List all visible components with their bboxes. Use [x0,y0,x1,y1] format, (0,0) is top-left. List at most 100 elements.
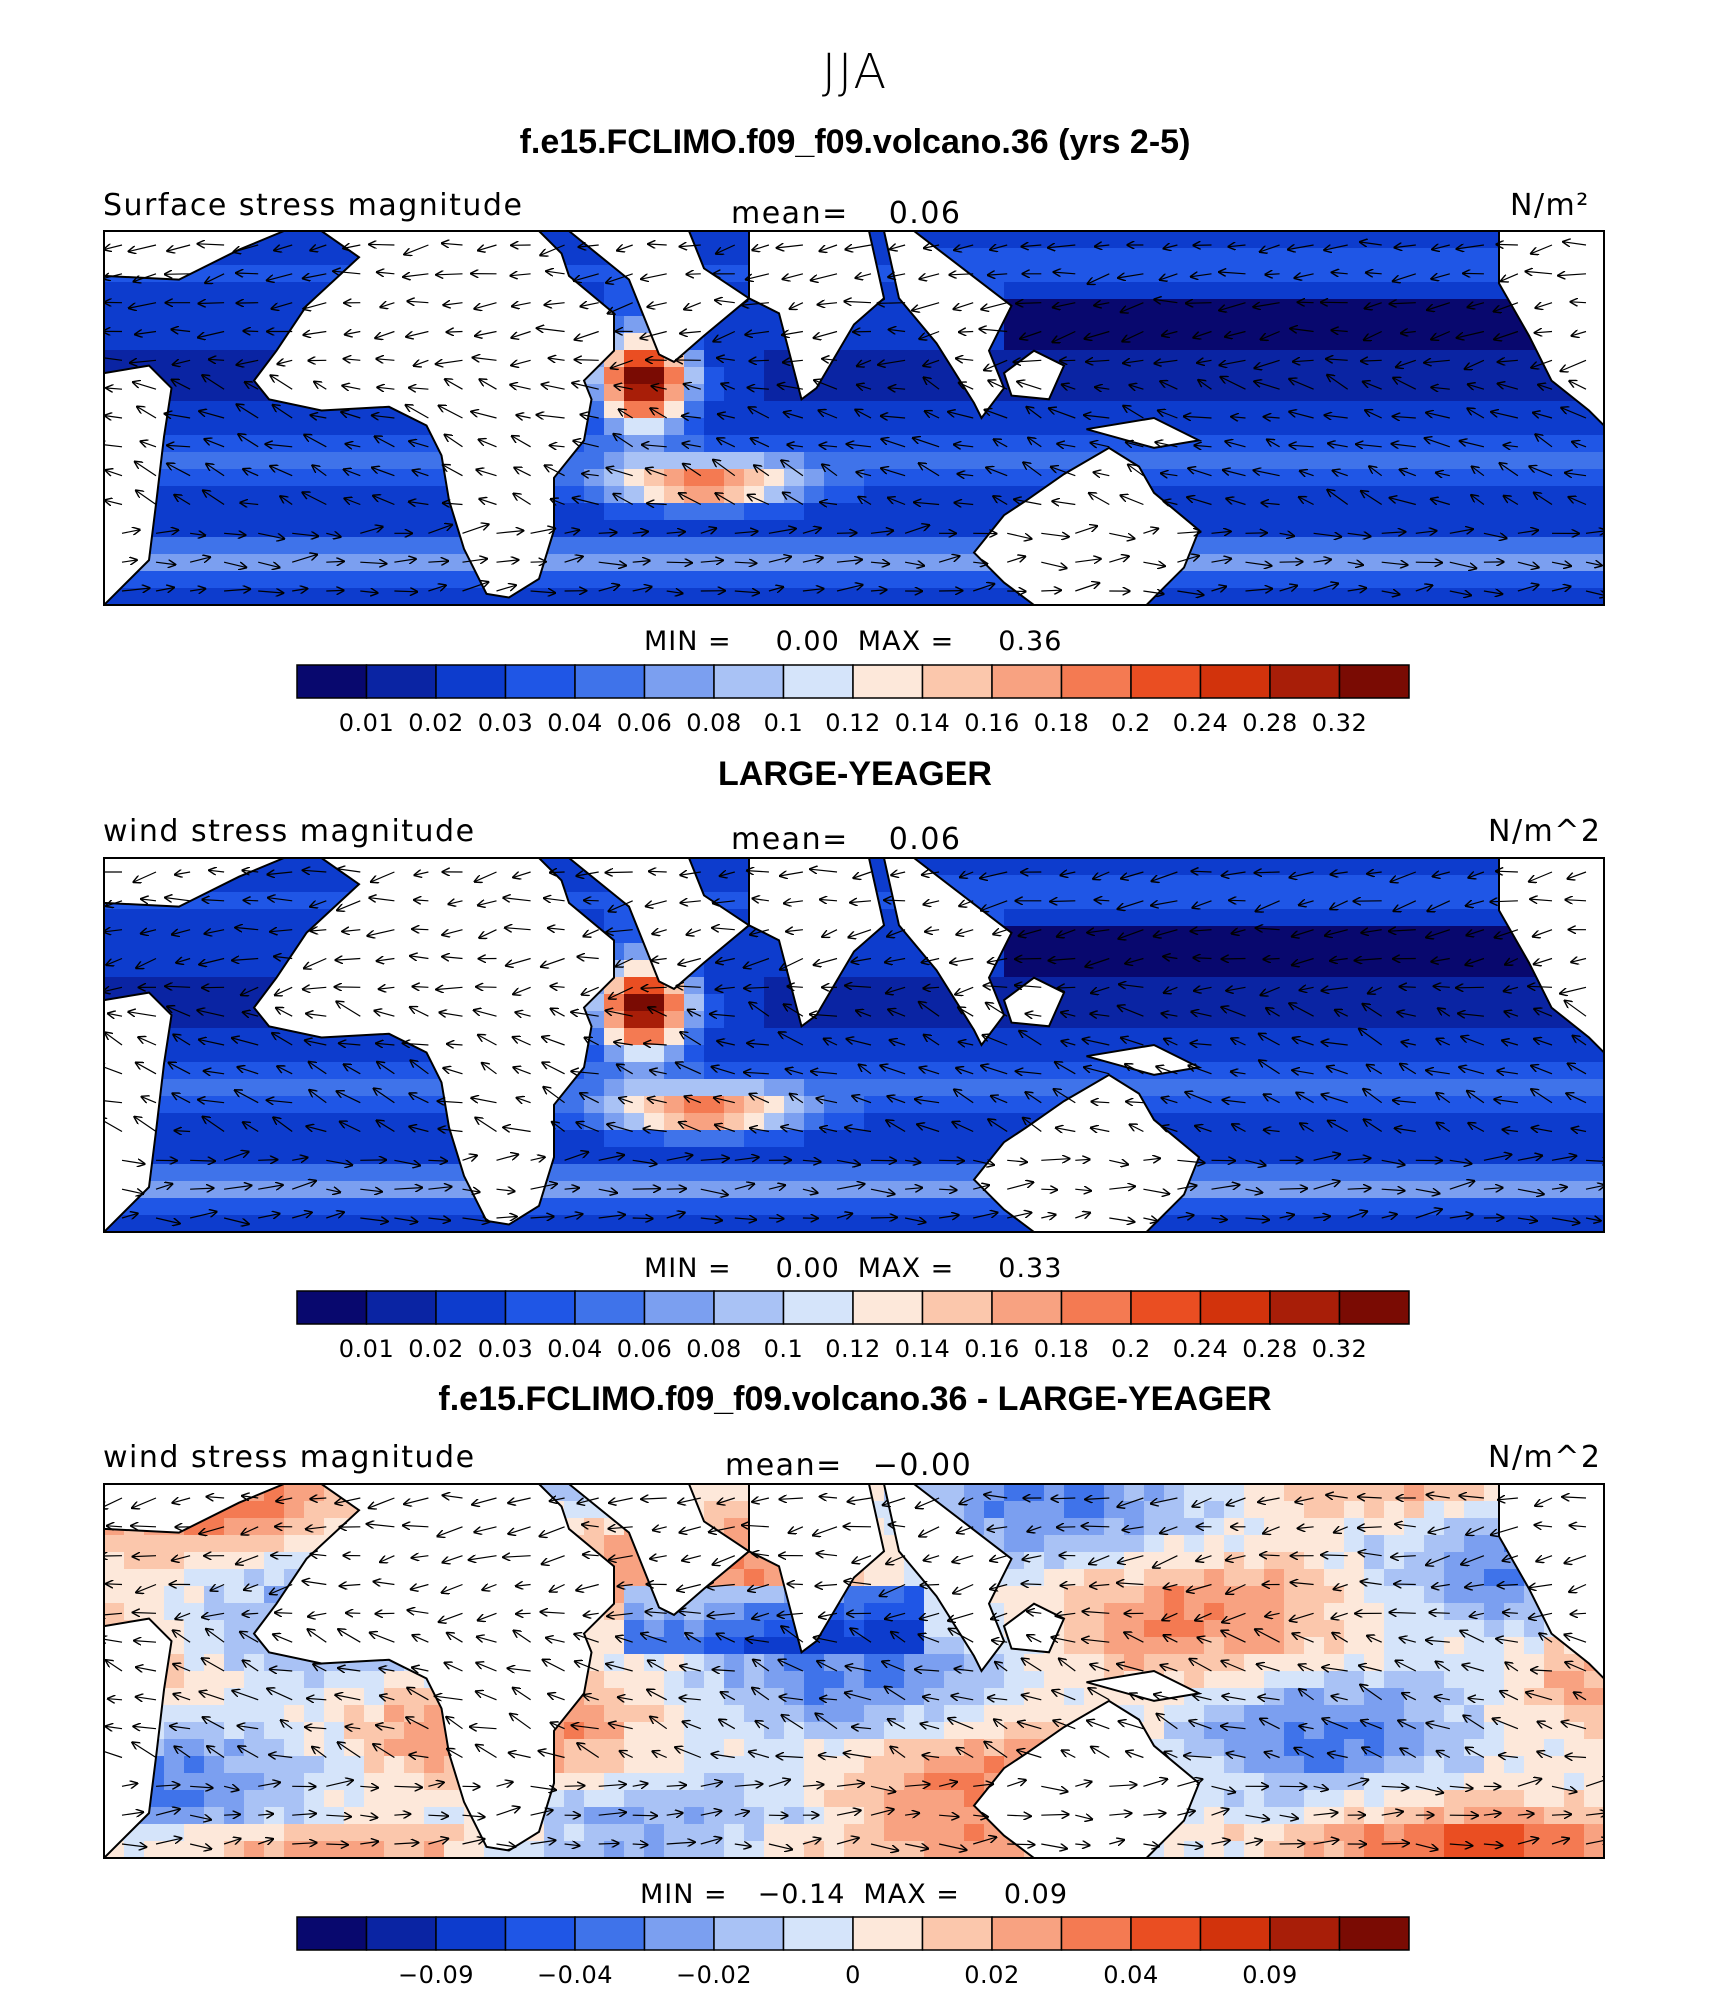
field-cell [404,469,425,487]
field-cell [1364,571,1385,589]
field-cell [1224,1096,1245,1114]
field-cell [724,333,745,351]
wind-vector [1229,245,1246,247]
field-cell [1404,1484,1425,1502]
wind-vector [1393,378,1417,390]
field-cell [1024,469,1045,487]
wind-vector [684,384,701,389]
field-cell [944,231,965,249]
field-cell [564,248,585,266]
field-cell [324,248,345,266]
field-cell [1184,909,1205,927]
field-cell [864,977,885,995]
field-cell [884,571,905,589]
field-cell [1224,1198,1245,1216]
field-cell [964,248,985,266]
field-cell [1584,1181,1604,1199]
wind-vector [1020,330,1042,339]
wind-vector [649,871,667,872]
field-cell [1244,350,1265,368]
field-cell [304,503,325,521]
wind-vector [1266,274,1280,275]
field-cell [1524,994,1545,1012]
field-cell [964,486,985,504]
field-cell [104,1552,125,1570]
field-cell [1484,960,1505,978]
field-cell [1364,1484,1385,1502]
field-cell [904,537,925,555]
field-cell [1304,248,1325,266]
wind-vector [648,244,667,245]
field-cell [1264,875,1285,893]
wind-vector [715,300,735,303]
field-cell [264,1079,285,1097]
field-cell [204,1130,225,1148]
field-cell [1564,537,1585,555]
field-cell [804,469,825,487]
field-cell [544,571,565,589]
field-cell [1464,909,1485,927]
field-cell [144,1198,165,1216]
field-cell [1224,1552,1245,1570]
field-cell [384,1181,405,1199]
field-cell [164,1535,185,1553]
field-cell [1184,571,1205,589]
field-cell [284,909,305,927]
field-cell [1484,401,1505,419]
field-cell [864,503,885,521]
field-cell [344,469,365,487]
field-cell [1184,469,1205,487]
field-cell [1204,875,1225,893]
field-cell [604,1535,625,1553]
field-cell [1004,435,1025,453]
field-cell [1104,282,1125,300]
field-cell [1224,571,1245,589]
field-cell [1164,926,1185,944]
field-cell [1044,1501,1065,1519]
field-cell [184,1096,205,1114]
field-cell [1344,350,1365,368]
field-cell [264,1535,285,1553]
field-cell [1304,1130,1325,1148]
field-cell [204,299,225,317]
field-cell [364,1164,385,1182]
field-cell [1184,1130,1205,1148]
field-cell [1304,384,1325,402]
field-cell [244,960,265,978]
field-cell [1044,1569,1065,1587]
field-cell [1204,537,1225,555]
field-cell [1584,503,1604,521]
wind-vector [746,273,770,280]
field-cell [1364,520,1385,538]
field-cell [1384,1028,1405,1046]
field-cell [1484,977,1505,995]
field-cell [704,554,725,572]
field-cell [1424,503,1445,521]
field-cell [1224,469,1245,487]
field-cell [1504,1096,1525,1114]
wind-vector [980,329,1008,332]
field-cell [584,1096,605,1114]
field-cell [1244,1096,1265,1114]
field-cell [264,1130,285,1148]
field-cell [844,418,865,436]
field-cell [344,571,365,589]
field-cell [1284,401,1305,419]
field-cell [704,1164,725,1182]
wind-vector [172,380,191,390]
field-cell [244,571,265,589]
field-cell [164,588,185,605]
field-cell [284,875,305,893]
field-cell [1584,1198,1604,1216]
field-cell [1304,977,1325,995]
field-cell [544,1215,565,1232]
field-cell [744,588,765,605]
field-cell [1364,1096,1385,1114]
field-cell [804,554,825,572]
field-cell [1304,401,1325,419]
field-cell [1444,875,1465,893]
field-cell [1484,384,1505,402]
field-cell [1284,435,1305,453]
field-cell [1324,1215,1345,1232]
field-cell [644,401,665,419]
